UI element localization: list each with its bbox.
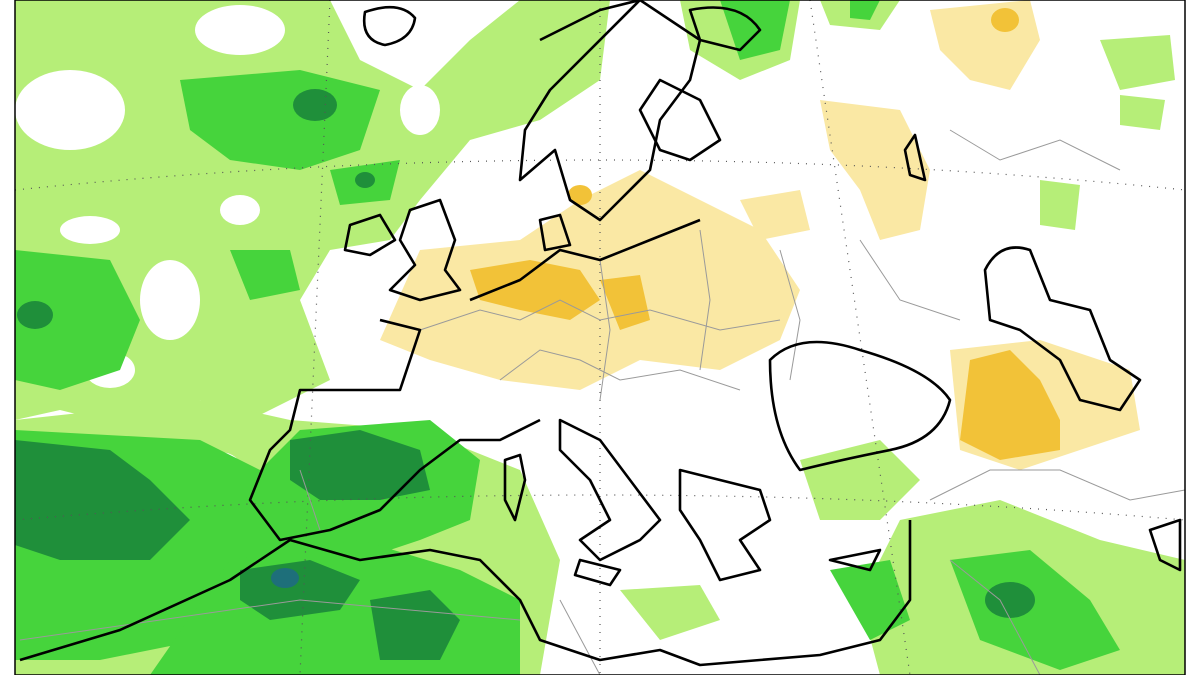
darkest-area [271,568,299,588]
graticule [14,0,1186,675]
yellow-areas [470,8,1060,460]
frame [14,0,1186,675]
neutral-areas [15,5,440,488]
country-borders [19,129,1186,675]
dark-green-areas [15,89,1035,660]
coastlines [19,0,1182,667]
